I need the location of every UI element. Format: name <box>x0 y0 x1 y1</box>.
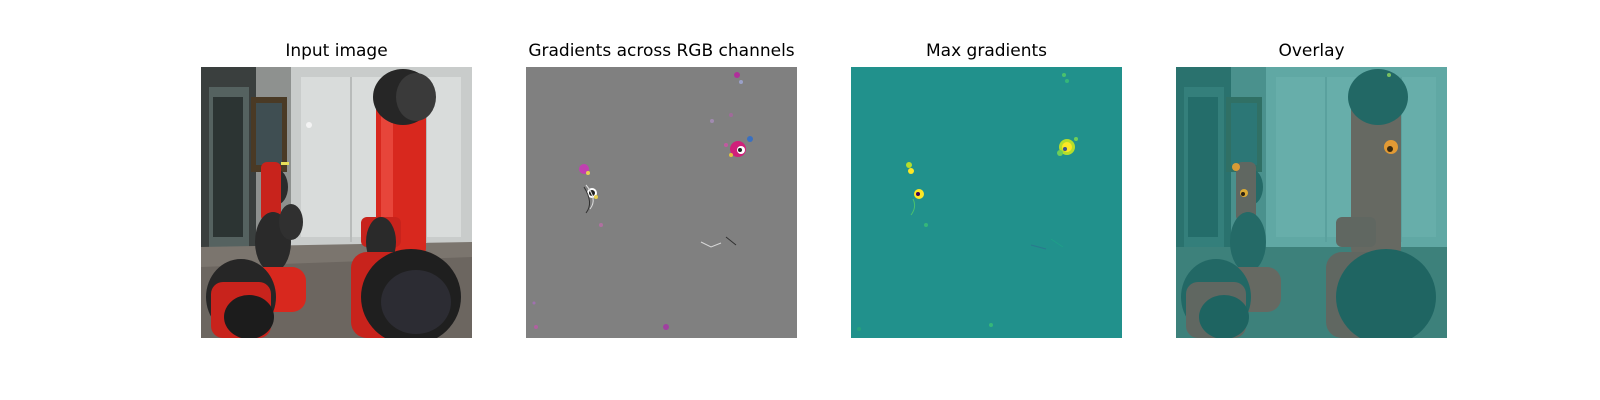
panel-overlay: Overlay <box>1176 0 1447 400</box>
panel-title: Max gradients <box>925 41 1048 61</box>
panel-max-gradients: Max gradients <box>851 0 1122 400</box>
panel-gradients-rgb: Gradients across RGB channels <box>526 0 797 400</box>
panel-title: Input image <box>285 41 388 61</box>
max-gradients-image <box>851 67 1122 338</box>
input-image <box>201 67 472 338</box>
panel-input-image: Input image <box>201 0 472 400</box>
overlay-image <box>1176 67 1447 338</box>
gradients-rgb-image <box>526 67 797 338</box>
panel-title: Gradients across RGB channels <box>528 41 795 61</box>
panel-title: Overlay <box>1278 41 1345 61</box>
